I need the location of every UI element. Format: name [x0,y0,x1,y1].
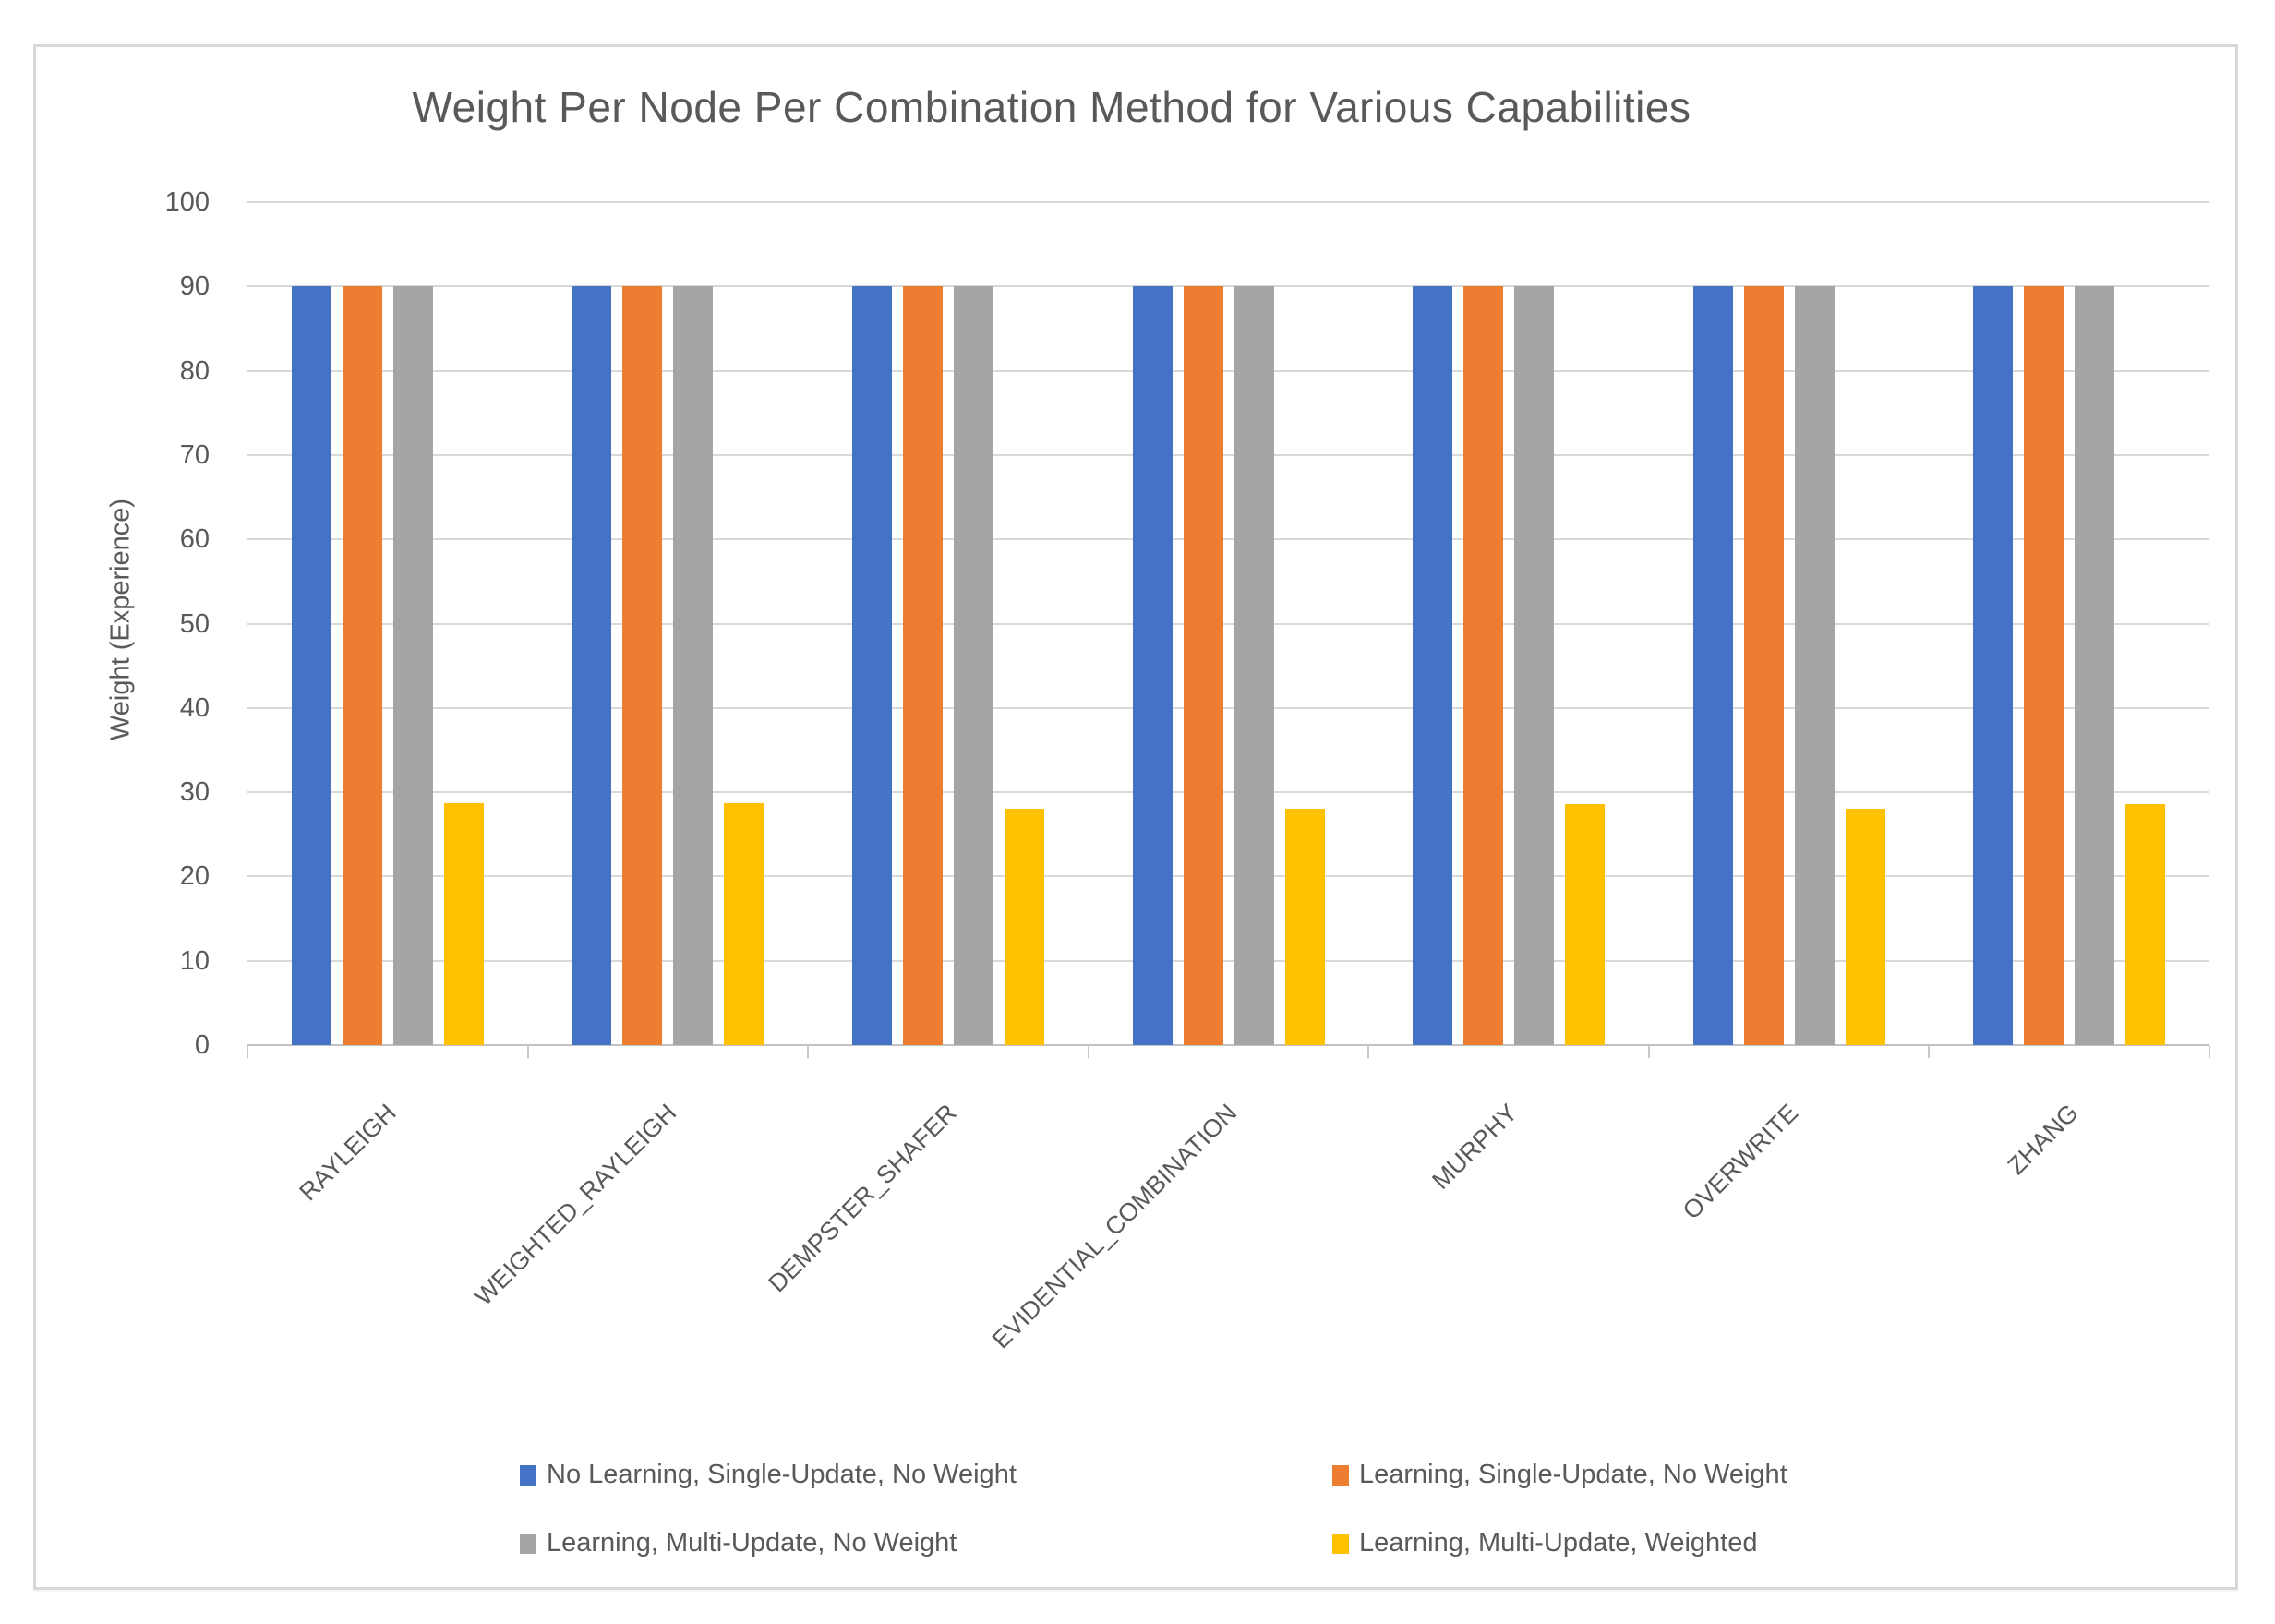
gridline [247,285,2209,288]
bar-learning-multi-update-weighted [1845,809,1885,1045]
y-tick-label: 30 [179,777,210,808]
x-axis-tick [807,1045,810,1058]
bar-no-learning-single-update-no-weight [1413,286,1453,1045]
y-tick-label: 0 [194,1030,210,1060]
bar-learning-single-update-no-weight [1183,286,1223,1045]
y-tick-label: 10 [179,945,210,976]
bar-learning-multi-update-weighted [443,802,484,1045]
gridline [247,959,2209,962]
bar-no-learning-single-update-no-weight [1973,286,2014,1045]
gridline [247,622,2209,625]
category-label: OVERWRITE [1677,1099,1803,1225]
x-axis-tick [1647,1045,1650,1058]
bar-learning-multi-update-no-weight [392,286,433,1045]
bar-no-learning-single-update-no-weight [291,286,331,1045]
x-axis-tick [2209,1045,2210,1058]
legend-swatch [1332,1533,1349,1554]
bar-no-learning-single-update-no-weight [1692,286,1733,1045]
y-tick-label: 40 [179,692,210,723]
bar-learning-single-update-no-weight [342,286,382,1045]
gridline [247,791,2209,794]
bar-learning-multi-update-no-weight [1794,286,1835,1045]
x-axis-tick [1367,1045,1370,1058]
category-label: MURPHY [1426,1099,1523,1195]
bar-learning-multi-update-weighted [1284,809,1325,1045]
bar-learning-multi-update-no-weight [673,286,714,1045]
gridline [247,875,2209,878]
bar-no-learning-single-update-no-weight [572,286,612,1045]
bar-learning-multi-update-no-weight [953,286,993,1045]
bar-learning-single-update-no-weight [1743,286,1784,1045]
y-axis-title: Weight (Experience) [105,498,136,741]
bar-learning-single-update-no-weight [2024,286,2064,1045]
bar-learning-multi-update-weighted [724,802,764,1045]
bar-learning-multi-update-no-weight [1514,286,1555,1045]
bar-learning-multi-update-no-weight [1234,286,1274,1045]
category-label: DEMPSTER_SHAFER [763,1099,963,1298]
x-axis-line [247,1044,2209,1046]
gridline [247,538,2209,541]
y-tick-label: 60 [179,524,210,555]
x-axis-tick [1087,1045,1089,1058]
chart-title: Weight Per Node Per Combination Method f… [412,83,1691,131]
legend-label: Learning, Multi-Update, Weighted [1359,1528,1758,1558]
x-axis-tick [1928,1045,1931,1058]
bar-learning-single-update-no-weight [622,286,663,1045]
legend-swatch [520,1533,536,1554]
chart-frame: Weight Per Node Per Combination Method f… [33,44,2238,1590]
y-tick-label: 80 [179,355,210,386]
legend-swatch [520,1464,536,1486]
bar-learning-multi-update-weighted [1565,803,1606,1045]
bar-learning-single-update-no-weight [902,286,943,1045]
y-tick-label: 50 [179,608,210,639]
legend-label: Learning, Single-Update, No Weight [1359,1460,1788,1489]
category-label: EVIDENTIAL_COMBINATION [987,1099,1243,1354]
legend-item: Learning, Multi-Update, No Weight [520,1528,957,1558]
gridline [247,369,2209,372]
legend-item: Learning, Single-Update, No Weight [1332,1460,1788,1490]
legend-label: Learning, Multi-Update, No Weight [547,1528,957,1558]
legend-item: No Learning, Single-Update, No Weight [520,1460,1017,1490]
gridline [247,453,2209,456]
gridline [247,201,2209,203]
bar-no-learning-single-update-no-weight [851,286,892,1045]
y-tick-label: 70 [179,439,210,470]
y-tick-label: 20 [179,861,210,892]
legend-swatch [1332,1464,1349,1486]
bar-learning-multi-update-no-weight [2075,286,2115,1045]
x-axis-tick [247,1045,248,1058]
legend-label: No Learning, Single-Update, No Weight [547,1460,1017,1489]
gridline [247,706,2209,709]
category-label: RAYLEIGH [294,1099,403,1207]
legend-item: Learning, Multi-Update, Weighted [1332,1528,1758,1558]
bar-learning-multi-update-weighted [2125,803,2166,1045]
category-label: ZHANG [2002,1099,2084,1181]
y-tick-label: 90 [179,271,210,302]
bar-learning-multi-update-weighted [1004,809,1044,1045]
x-axis-tick [526,1045,529,1058]
bar-learning-single-update-no-weight [1463,286,1504,1045]
category-label: WEIGHTED_RAYLEIGH [469,1099,682,1311]
y-tick-label: 100 [164,187,210,217]
bar-no-learning-single-update-no-weight [1132,286,1173,1045]
